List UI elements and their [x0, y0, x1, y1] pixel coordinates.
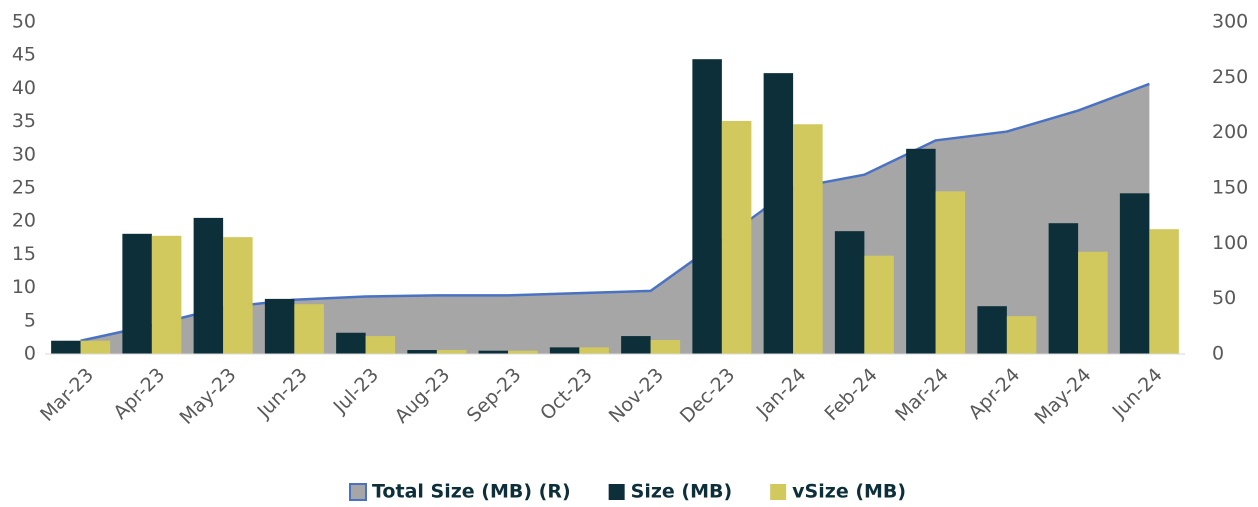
bar: [692, 59, 722, 355]
x-tick-label: Nov-23: [605, 364, 668, 427]
bar: [436, 350, 467, 354]
x-tick-label: May-23: [176, 364, 241, 429]
legend: Total Size (MB) (R) Size (MB) vSize (MB): [349, 481, 906, 503]
y2-tick-label: 300: [1212, 11, 1248, 33]
bar: [650, 340, 681, 354]
x-tick-label: Mar-23: [36, 364, 98, 426]
legend-label: vSize (MB): [792, 481, 906, 503]
y-tick-label: 45: [12, 44, 36, 66]
bar: [80, 340, 111, 354]
x-tick-label: Jul-23: [329, 364, 383, 418]
bar: [264, 298, 295, 354]
y-tick-label: 5: [24, 309, 36, 331]
area-line: [80, 82, 1150, 342]
bar: [336, 332, 366, 354]
bar: [223, 237, 253, 354]
bar: [1149, 229, 1179, 354]
x-tick-label: Jun-24: [1108, 364, 1167, 423]
y2-tick-label: 50: [1212, 287, 1236, 309]
y2-tick-label: 250: [1212, 66, 1248, 88]
bar: [1006, 316, 1037, 354]
bar: [721, 120, 752, 354]
bar: [834, 231, 865, 354]
x-tick-label: Feb-24: [821, 364, 882, 425]
bar: [864, 255, 894, 354]
x-tick-label: Jun-23: [253, 364, 312, 423]
bar: [906, 148, 936, 354]
y2-tick-label: 100: [1212, 232, 1248, 254]
bar: [478, 350, 509, 354]
x-tick-label: Jan-24: [752, 364, 811, 423]
x-tick-label: Oct-23: [536, 364, 597, 425]
x-tick-label: Apr-23: [109, 364, 169, 424]
y-tick-label: 10: [12, 276, 36, 298]
x-tick-label: Sep-23: [463, 364, 526, 427]
x-tick-label: Apr-24: [964, 364, 1024, 424]
y2-tick-label: 0: [1212, 343, 1224, 365]
x-tick-label: Mar-24: [891, 364, 953, 426]
legend-swatch: [349, 483, 367, 501]
bar: [151, 235, 182, 354]
x-tick-label: May-24: [1031, 364, 1096, 429]
legend-swatch: [770, 484, 787, 500]
bar: [977, 306, 1007, 354]
y-tick-label: 35: [12, 110, 36, 132]
bar: [793, 124, 823, 354]
legend-label: Total Size (MB) (R): [372, 481, 571, 503]
x-tick-label: Aug-23: [391, 364, 455, 428]
bar: [365, 336, 396, 354]
bar: [51, 340, 81, 354]
bar: [579, 347, 609, 354]
bar: [549, 347, 580, 354]
bar: [193, 217, 224, 354]
y-tick-label: 0: [24, 343, 36, 365]
legend-label: Size (MB): [631, 481, 733, 503]
bar: [935, 191, 966, 354]
y-tick-label: 20: [12, 210, 36, 232]
legend-swatch: [608, 484, 625, 500]
y-tick-label: 50: [12, 11, 36, 33]
y2-tick-label: 200: [1212, 121, 1248, 143]
bar: [122, 233, 152, 354]
bar: [763, 73, 794, 355]
bar: [1078, 251, 1108, 354]
bar: [508, 350, 538, 354]
bar: [294, 304, 324, 354]
y2-tick-label: 150: [1212, 177, 1248, 199]
x-tick-label: Dec-23: [676, 364, 740, 428]
bar: [621, 336, 651, 354]
bar: [407, 350, 437, 354]
y-tick-label: 40: [12, 77, 36, 99]
y-tick-label: 15: [12, 243, 36, 265]
bar: [1048, 223, 1079, 354]
y-tick-label: 30: [12, 143, 36, 165]
bar: [1119, 193, 1150, 354]
y-tick-label: 25: [12, 177, 36, 199]
